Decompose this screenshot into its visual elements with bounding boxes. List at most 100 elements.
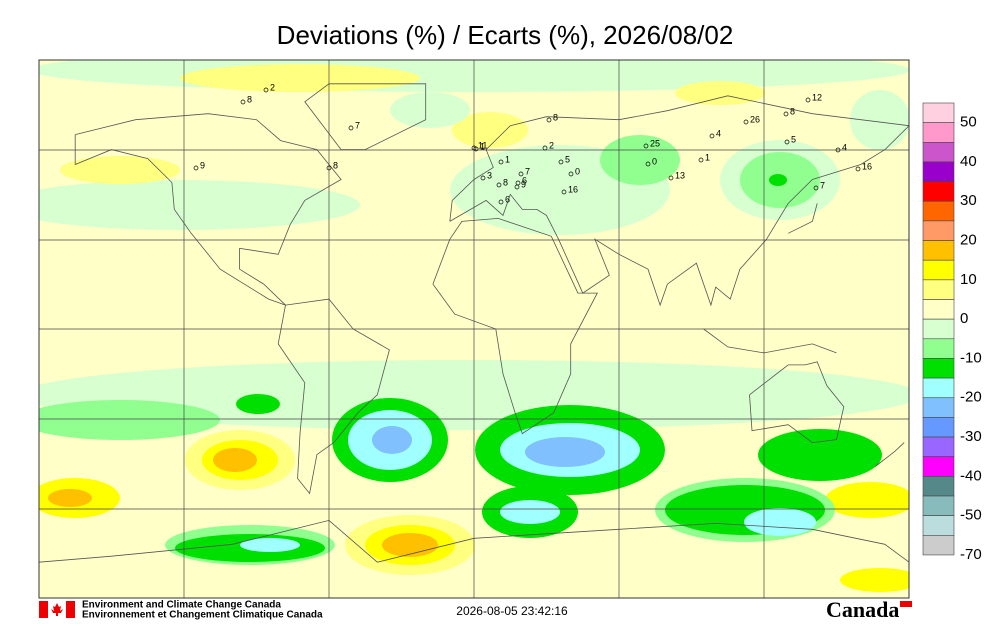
anomaly-area	[769, 174, 787, 186]
legend-swatch	[922, 299, 955, 320]
station-marker	[561, 189, 567, 195]
station-label: 0	[575, 166, 580, 176]
station-marker	[805, 97, 811, 103]
legend-swatch	[922, 495, 955, 516]
station-marker	[784, 139, 790, 145]
station-label: 4	[716, 128, 721, 138]
station-marker	[709, 133, 715, 139]
station-label: 26	[750, 114, 760, 124]
station-label: 7	[820, 180, 825, 190]
wordmark-flag	[900, 601, 912, 607]
legend-label: -50	[960, 507, 982, 524]
coastline	[432, 217, 598, 435]
station-label: 2	[549, 140, 554, 150]
anomaly-area	[236, 394, 280, 414]
anomaly-area	[39, 400, 220, 440]
legend-label: -10	[960, 349, 982, 366]
coastline	[304, 83, 427, 150]
anomaly-area	[39, 180, 360, 230]
flag	[39, 601, 75, 618]
station-label: 9	[200, 160, 205, 170]
station-marker	[835, 147, 841, 153]
legend-label: -20	[960, 389, 982, 406]
station-marker	[813, 185, 819, 191]
coastline	[74, 113, 342, 306]
station-marker	[698, 157, 704, 163]
wordmark: Canada	[826, 597, 899, 622]
station-marker	[498, 199, 504, 205]
legend-label: 50	[960, 114, 977, 131]
station-marker	[645, 161, 651, 167]
anomaly-area	[452, 112, 528, 148]
anomaly-area	[180, 64, 420, 92]
anomaly-area	[850, 90, 909, 150]
legend-swatch	[922, 181, 955, 202]
coastline	[277, 298, 390, 495]
legend-swatch	[922, 318, 955, 340]
station-label: 3	[487, 170, 492, 180]
anomaly-area	[48, 489, 92, 507]
anomaly-area	[744, 508, 816, 536]
station-label: 1	[505, 154, 510, 164]
anomaly-area	[600, 135, 680, 185]
station-marker	[240, 99, 246, 105]
station-label: 6	[505, 194, 510, 204]
station-marker	[496, 182, 502, 188]
station-label: 16	[568, 184, 578, 194]
station-label: 8	[503, 177, 508, 187]
station-marker	[558, 159, 564, 165]
station-marker	[668, 175, 674, 181]
station-marker	[743, 119, 749, 125]
station-marker	[193, 165, 199, 171]
legend-label: -30	[960, 428, 982, 445]
anomaly-area	[372, 426, 412, 454]
anomaly-area	[840, 568, 909, 592]
anomaly-area	[382, 533, 438, 557]
station-label: 8	[247, 94, 252, 104]
station-label: 5	[565, 154, 570, 164]
anomaly-area	[39, 60, 909, 92]
station-marker	[518, 171, 524, 177]
timestamp: 2026-08-05 23:42:16	[456, 604, 568, 618]
legend-swatch	[922, 436, 955, 457]
anomaly-area	[390, 92, 470, 128]
station-label: 8	[333, 160, 338, 170]
station-marker	[546, 117, 552, 123]
station-label: 1	[480, 141, 485, 151]
station-label: 5	[791, 134, 796, 144]
station-marker	[855, 166, 861, 172]
station-label: 7	[525, 166, 530, 176]
legend-swatch	[922, 476, 955, 497]
legend-swatch	[922, 279, 955, 300]
station-label: 11	[478, 140, 487, 150]
coastline	[749, 361, 845, 444]
legend-swatch	[922, 534, 955, 556]
coastline	[788, 203, 818, 234]
legend-label: -70	[960, 546, 982, 563]
station-label: 0	[652, 156, 657, 166]
anomaly-area	[500, 500, 560, 524]
title: Deviations (%) / Ecarts (%), 2026/08/02	[277, 20, 734, 50]
legend-swatch	[922, 456, 955, 477]
legend-swatch	[922, 259, 955, 281]
station-marker	[263, 87, 269, 93]
anomaly-area	[525, 437, 605, 467]
legend-label: 10	[960, 271, 977, 288]
station-label: 4	[842, 142, 847, 152]
legend-swatch	[922, 338, 955, 359]
station-marker	[514, 184, 520, 190]
legend-swatch	[922, 377, 955, 399]
legend-swatch	[922, 102, 955, 123]
legend-swatch	[922, 417, 955, 438]
station-label: 9	[521, 179, 526, 189]
station-marker	[783, 111, 789, 117]
legend-swatch	[922, 122, 955, 143]
legend-swatch	[922, 358, 955, 379]
station-marker	[542, 145, 548, 151]
station-marker	[498, 159, 504, 165]
legend-swatch	[922, 397, 955, 418]
station-marker	[348, 125, 354, 131]
station-label: 12	[812, 92, 822, 102]
